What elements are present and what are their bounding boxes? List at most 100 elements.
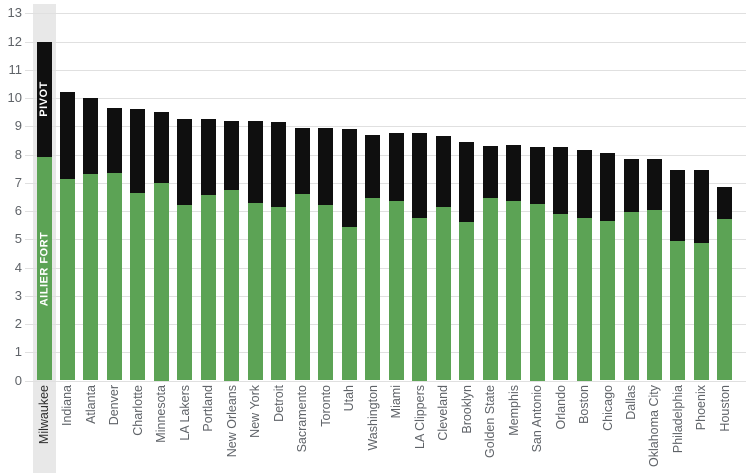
gridline [25,126,746,128]
gridline [25,211,746,212]
bar-segment-ailier-fort [435,206,451,381]
bar-segment-ailier-fort [247,202,263,381]
bar-segment-pivot [318,127,334,206]
x-axis-team-label: Indiana [60,385,75,427]
bar-segment-pivot [294,127,310,195]
bar-segment-ailier-fort [177,205,193,381]
bar-segment-ailier-fort [600,220,616,381]
bar-segment-pivot [365,134,381,199]
gridline [25,380,746,382]
x-axis-team-label: Utah [342,385,357,412]
bar-segment-pivot [435,136,451,207]
x-axis-team-label: Charlotte [130,385,145,436]
bar-segment-pivot [177,119,193,206]
x-axis-team-label: Houston [717,385,732,432]
gridline [25,154,746,156]
bar-segment-pivot [36,41,52,158]
bar-segment-ailier-fort [459,222,475,381]
x-axis-team-label: Chicago [600,385,615,431]
bar-segment-pivot [576,150,592,219]
gridline [25,267,746,269]
bar-segment-pivot [482,146,498,199]
bar-segment-ailier-fort [106,172,122,381]
y-axis-tick-label: 4 [14,259,22,275]
bar-segment-pivot [553,147,569,214]
y-axis-tick-label: 10 [7,90,22,105]
x-axis-team-label: New Orleans [224,385,239,458]
bar-segment-pivot [623,158,639,213]
gridline [25,324,746,325]
bar-segment-ailier-fort [153,182,169,381]
x-axis-team-label: Cleveland [436,385,451,441]
bar-segment-pivot [153,112,169,183]
x-axis-team-label: Memphis [506,385,521,436]
gridline [25,98,746,99]
bar-segment-ailier-fort [224,189,240,381]
bar-segment-ailier-fort [388,201,404,381]
bar-segment-pivot [459,141,475,223]
x-axis-team-label: Denver [107,385,122,426]
legend-pivot-label: PIVOT [38,81,50,117]
bar-segment-pivot [600,153,616,221]
y-axis-tick-label: 1 [14,344,22,360]
bar-segment-ailier-fort [59,178,75,381]
x-axis-team-label: Milwaukee [37,385,51,445]
bar-segment-pivot [106,107,122,173]
bar-segment-pivot [83,98,99,175]
x-axis-team-label: Golden State [483,385,498,458]
bar-segment-ailier-fort [693,243,709,381]
gridline [25,13,746,15]
gridline [25,295,746,297]
x-axis-team-label: Phoenix [694,385,709,431]
bar-segment-pivot [646,158,662,210]
bar-segment-ailier-fort [670,240,686,381]
x-axis-team-label: San Antonio [530,385,545,453]
y-axis-tick-label: 0 [14,372,22,388]
bar-segment-pivot [529,147,545,204]
bar-segment-pivot [130,109,146,193]
y-axis-tick-label: 9 [14,118,22,134]
x-axis-team-label: Brooklyn [459,385,474,434]
bar-segment-ailier-fort [576,218,592,381]
bar-segment-ailier-fort [553,213,569,381]
bar-segment-pivot [412,133,428,219]
bar-segment-ailier-fort [506,201,522,381]
gridline [25,41,746,43]
bar-segment-pivot [247,120,263,203]
x-axis-team-label: Miami [389,385,404,419]
bar-segment-ailier-fort [83,174,99,381]
bar-segment-pivot [341,129,357,227]
x-axis-team-label: Toronto [318,385,333,427]
bar-segment-pivot [670,170,686,241]
bar-segment-pivot [271,122,287,207]
y-axis-tick-label: 13 [7,5,22,21]
bar-segment-pivot [388,133,404,202]
y-axis-tick-label: 5 [14,231,22,247]
x-axis-team-label: Boston [577,385,592,424]
x-axis-team-label: Portland [201,385,216,432]
y-axis-tick-label: 8 [14,146,22,162]
y-axis-tick-label: 3 [14,287,22,303]
gridline [25,352,746,354]
bar-segment-pivot [200,119,216,196]
bar-segment-ailier-fort [130,192,146,381]
bar-segment-pivot [693,170,709,244]
bar-segment-ailier-fort [529,203,545,381]
x-axis-team-label: LA Lakers [177,385,192,441]
bar-segment-pivot [59,92,75,179]
x-axis-team-label: Washington [365,385,380,451]
y-axis-tick-label: 2 [14,316,22,331]
gridline [25,69,746,71]
gridline [25,182,746,184]
y-axis-tick-label: 11 [8,61,23,77]
bar-segment-ailier-fort [482,198,498,381]
bar-segment-ailier-fort [294,194,310,381]
y-axis-tick-label: 12 [7,33,22,49]
x-axis-team-label: New York [248,385,263,438]
x-axis-team-label: Oklahoma City [647,385,662,467]
bar-segment-ailier-fort [36,157,52,381]
bar-segment-ailier-fort [200,195,216,381]
bar-segment-pivot [224,120,240,190]
bar-segment-ailier-fort [271,206,287,381]
